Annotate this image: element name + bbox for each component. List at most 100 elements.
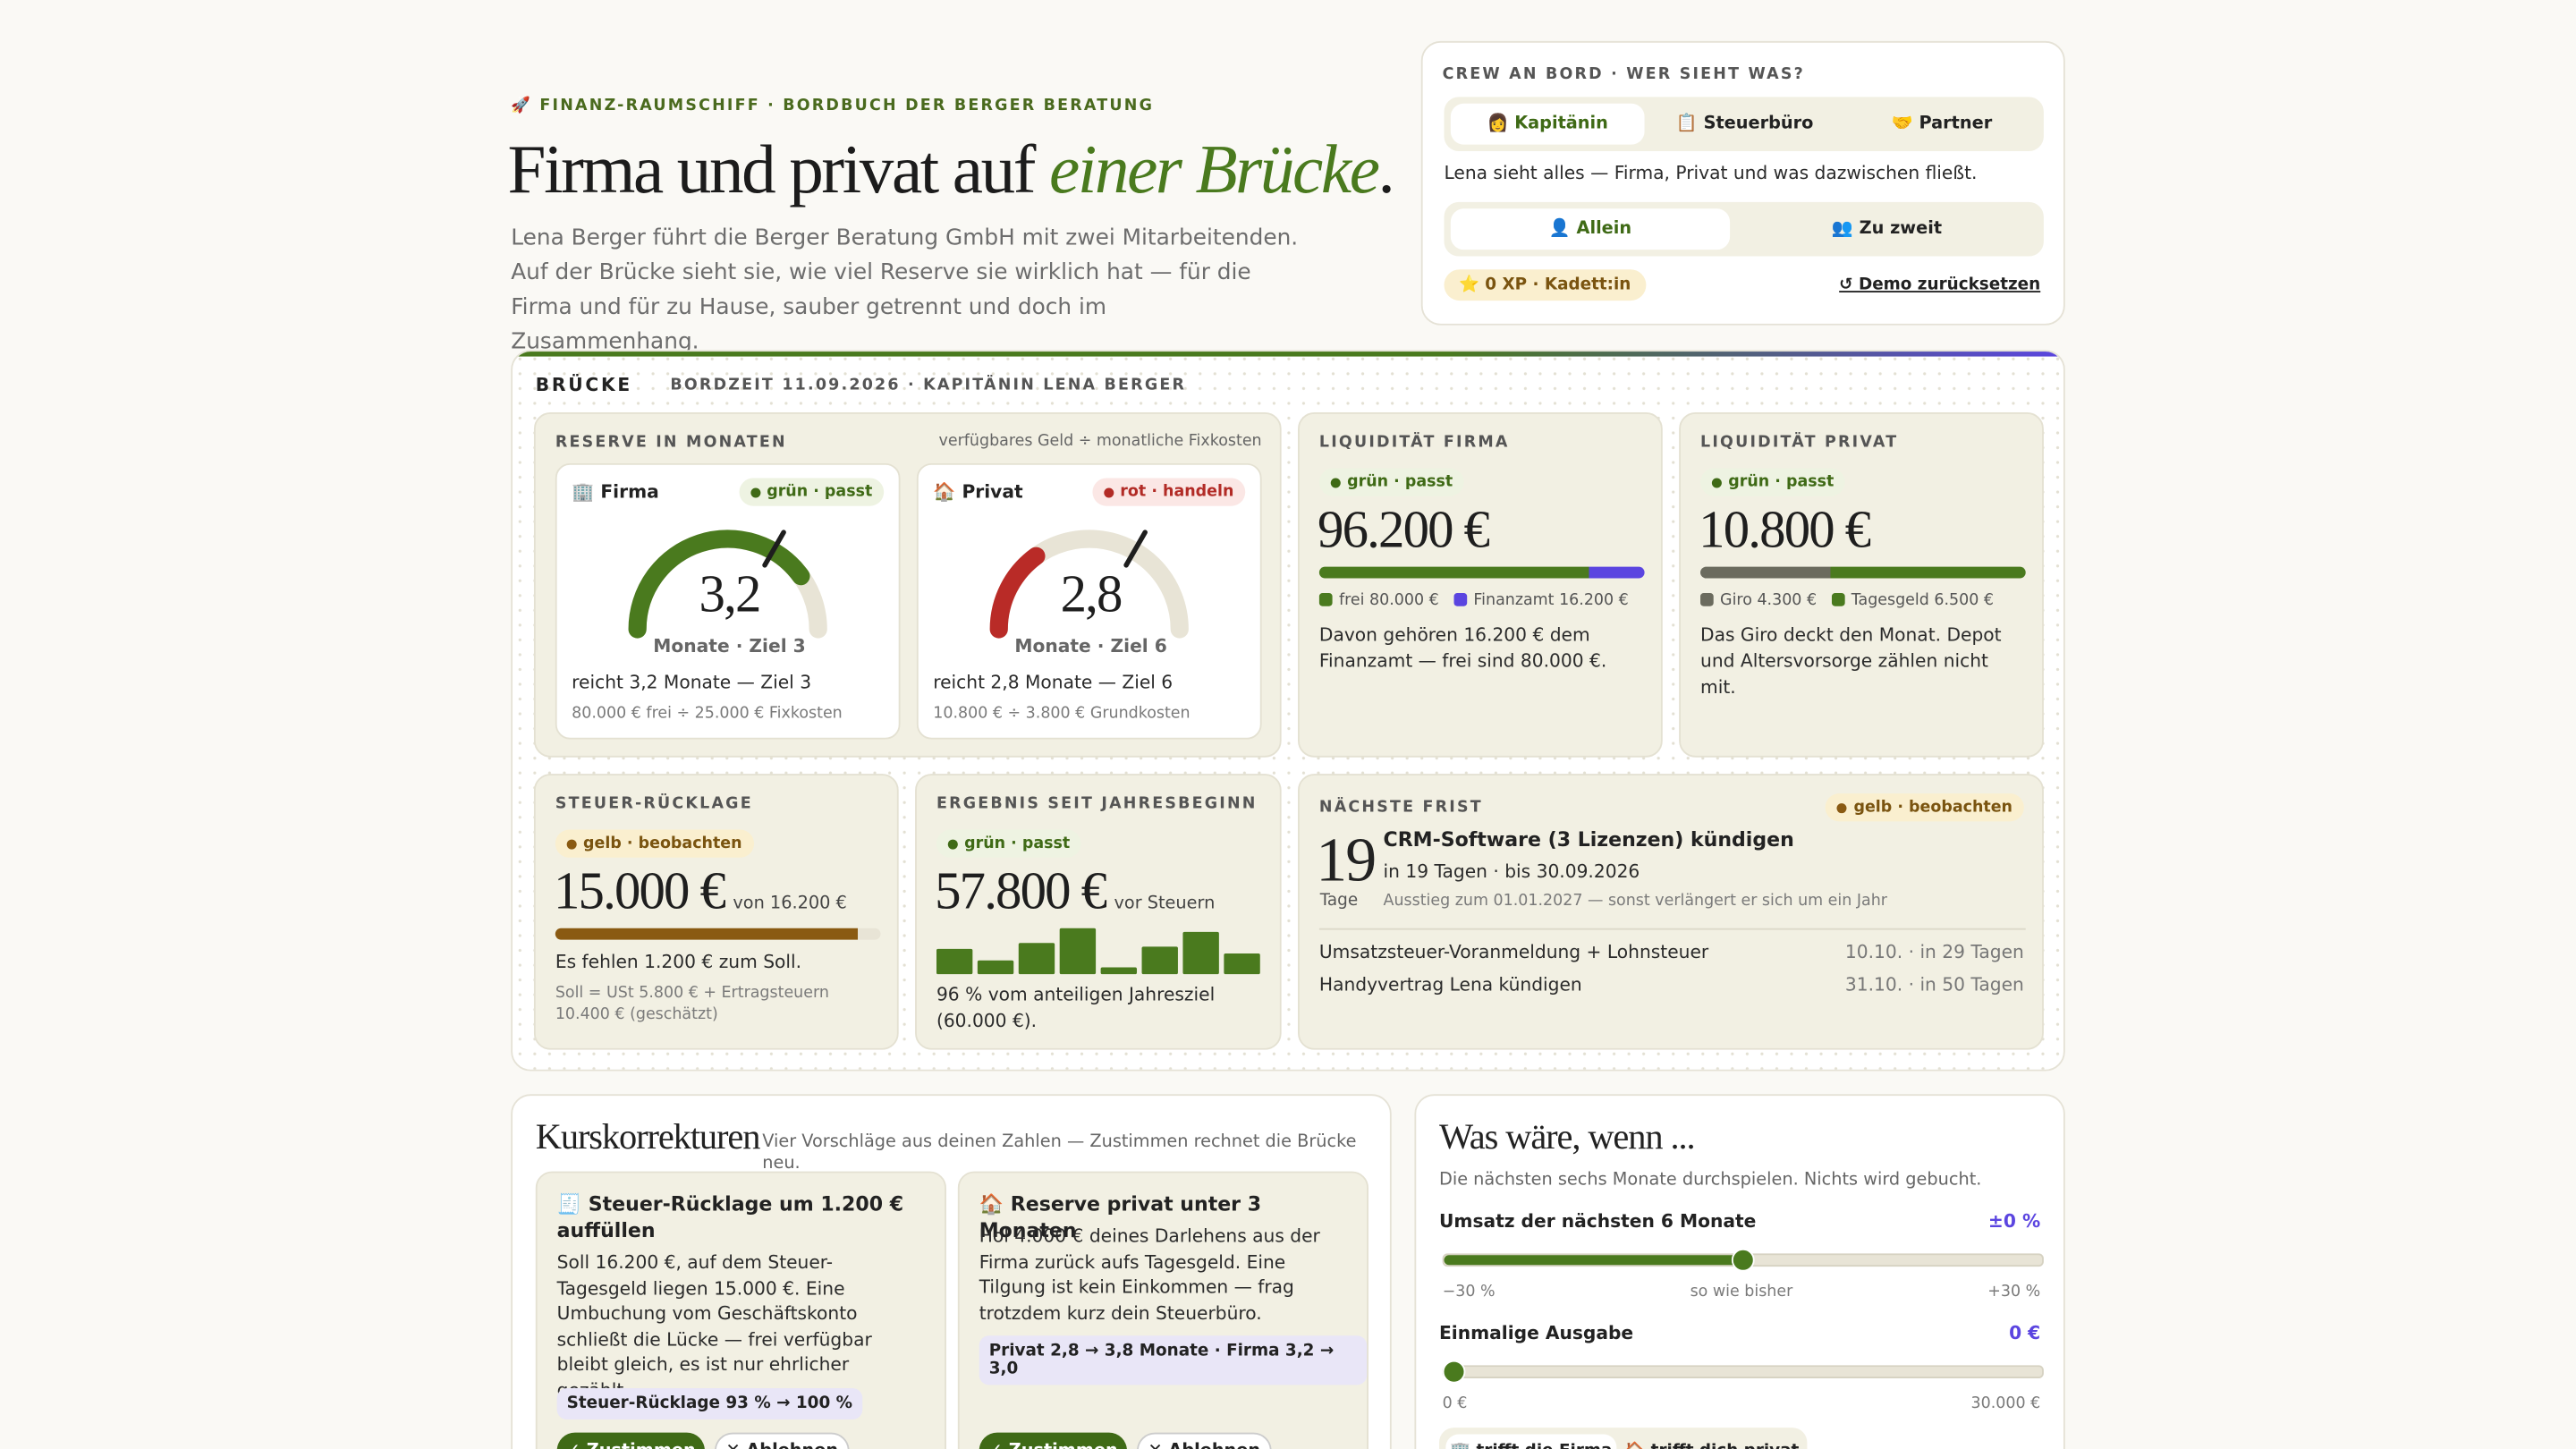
decline-button[interactable]: ✕ Ablehnen: [1137, 1432, 1272, 1449]
gauge-value: 3,2: [699, 564, 762, 623]
card-text: Es fehlen 1.200 € zum Soll.: [555, 951, 802, 973]
reset-link[interactable]: ↺ Demo zurücksetzen: [1839, 275, 2041, 294]
result-bar: [936, 948, 973, 975]
mode-toggle: 👤 Allein 👥 Zu zweit: [1444, 201, 2044, 257]
card-text: Das Giro deckt den Monat. Depot und Alte…: [1700, 623, 2002, 699]
deadline-when: in 19 Tagen · bis 30.09.2026: [1383, 860, 1640, 883]
result-bar: [977, 960, 1014, 975]
decline-button[interactable]: ✕ Ablehnen: [714, 1432, 850, 1449]
card-detail: Soll = USt 5.800 € + Ertragsteuern 10.40…: [555, 984, 829, 1024]
bridge-label: BRÜCKE: [535, 374, 632, 396]
card-note: verfügbares Geld ÷ monatliche Fixkosten: [938, 432, 1262, 451]
accept-button[interactable]: ✓ Zustimmen: [556, 1432, 705, 1449]
slider-max: +30 %: [1987, 1283, 2041, 1301]
legend-entry: Finanzamt 16.200 €: [1473, 591, 1629, 610]
gauge-sub: Monate · Ziel 6: [1014, 635, 1167, 657]
amount: 15.000 €: [553, 860, 726, 920]
legend-swatch: [1700, 593, 1714, 606]
amount-suffix: von 16.200 €: [733, 894, 847, 914]
amount-row: 15.000 € von 16.200 €: [554, 860, 847, 921]
slider-thumb[interactable]: [1731, 1248, 1755, 1272]
slider-thumb[interactable]: [1442, 1360, 1466, 1384]
target-option[interactable]: 🏢 trifft die Firma: [1445, 1434, 1617, 1449]
result-bar: [1100, 967, 1138, 975]
target-option[interactable]: 🏠 trifft dich privat: [1623, 1434, 1801, 1449]
status-pill: grün · passt: [936, 829, 1082, 858]
result-bars: [936, 928, 1260, 975]
gauge-line: reicht 3,2 Monate — Ziel 3: [572, 672, 812, 694]
accept-button[interactable]: ✓ Zustimmen: [979, 1432, 1128, 1449]
corrections-panel: Kurskorrekturen Vier Vorschläge aus dein…: [511, 1094, 1392, 1449]
liquidity-card: LIQUIDITÄT FIRMA grün · passt 96.200 € f…: [1298, 412, 1663, 758]
gauge: [989, 530, 1189, 639]
divider: [1318, 928, 2026, 930]
result-bar: [1141, 946, 1178, 975]
deadline-card: NÄCHSTE FRIST gelb · beobachten 19 Tage …: [1298, 774, 2044, 1050]
card-text: Davon gehören 16.200 € dem Finanzamt — f…: [1318, 623, 1607, 673]
gauge-value: 2,8: [1060, 564, 1123, 623]
deadline-item: Handyvertrag Lena kündigen: [1318, 974, 1582, 996]
legend-swatch: [1831, 593, 1845, 606]
slider-mid: so wie bisher: [1690, 1283, 1793, 1301]
target-toggle: 🏢 trifft die Firma 🏠 trifft dich privat: [1438, 1428, 1808, 1449]
reserve-gauge-card: 🏠 Privat rot · handeln 2,8 Monate · Ziel…: [916, 462, 1262, 740]
slider-label: Einmalige Ausgabe: [1438, 1322, 1634, 1344]
liquidity-card: LIQUIDITÄT PRIVAT grün · passt 10.800 € …: [1679, 412, 2044, 758]
section-subtitle: Vier Vorschläge aus deinen Zahlen — Zust…: [762, 1131, 1357, 1174]
deadline-note: Ausstieg zum 01.01.2027 — sonst verlänge…: [1383, 892, 1887, 911]
suggestion-card: 🏠 Reserve privat unter 3 Monaten Hol 4.0…: [957, 1171, 1369, 1449]
status-pill: grün · passt: [1700, 468, 1846, 496]
reserve-card: RESERVE IN MONATEN verfügbares Geld ÷ mo…: [533, 412, 1282, 758]
mode-option[interactable]: 👥 Zu zweit: [1831, 218, 1943, 239]
legend-entry: frei 80.000 €: [1338, 591, 1439, 610]
effect-chip: Privat 2,8 → 3,8 Monate · Firma 3,2 → 3,…: [979, 1335, 1368, 1385]
card-text: 96 % vom anteiligen Jahresziel (60.000 €…: [936, 984, 1216, 1032]
crew-label: CREW AN BORD · WER SIEHT WAS?: [1442, 65, 1805, 84]
split-bar: [1318, 566, 1645, 579]
legend-entry: Giro 4.300 €: [1720, 591, 1818, 610]
progress-bar: [555, 928, 881, 940]
card-title: STEUER-RÜCKLAGE: [555, 794, 753, 814]
slider-track[interactable]: [1442, 1248, 2044, 1272]
title-end: .: [1377, 132, 1395, 209]
legend: frei 80.000 € Finanzamt 16.200 €: [1318, 589, 1629, 611]
slider-max: 30.000 €: [1970, 1394, 2041, 1413]
role-tab[interactable]: 🤝 Partner: [1891, 113, 1993, 133]
suggestion-title: 🧾 Steuer-Rücklage um 1.200 € auffüllen: [556, 1192, 904, 1242]
days-count: 19: [1316, 826, 1377, 896]
gauge-detail: 80.000 € frei ÷ 25.000 € Fixkosten: [572, 704, 843, 724]
gauge-name: 🏢 Firma: [572, 481, 659, 504]
amount-row: 57.800 € vor Steuern: [935, 860, 1215, 921]
status-pill: gelb · beobachten: [1826, 793, 2024, 822]
mode-option[interactable]: 👤 Allein: [1450, 208, 1731, 250]
slider-track[interactable]: [1442, 1360, 2044, 1384]
role-tabs: 👩 Kapitänin 📋 Steuerbüro 🤝 Partner: [1444, 97, 2044, 151]
amount: 10.800 €: [1699, 499, 1871, 559]
slider-value: ±0 %: [1987, 1210, 2041, 1233]
legend: Giro 4.300 € Tagesgeld 6.500 €: [1700, 589, 1994, 611]
title-emphasis: einer Brücke: [1048, 132, 1380, 209]
section-title: Kurskorrekturen: [535, 1115, 761, 1157]
legend-swatch: [1453, 593, 1468, 606]
status-pill: gelb · beobachten: [555, 829, 754, 858]
result-bar: [1018, 943, 1055, 975]
gauge: [628, 530, 827, 639]
result-bar: [1224, 953, 1260, 975]
role-tab[interactable]: 📋 Steuerbüro: [1675, 113, 1814, 133]
deadline-name: CRM-Software (3 Lizenzen) kündigen: [1383, 827, 1794, 852]
suggestion-text: Hol 4.000 € deines Darlehens aus der Fir…: [979, 1225, 1320, 1324]
card-title: LIQUIDITÄT PRIVAT: [1700, 433, 1899, 453]
effect-chip: Steuer-Rücklage 93 % → 100 %: [556, 1388, 863, 1419]
gauge-fill: [628, 530, 810, 639]
gauge-detail: 10.800 € ÷ 3.800 € Grundkosten: [933, 704, 1191, 724]
days-label: Tage: [1319, 892, 1359, 911]
whatif-panel: Was wäre, wenn ... Die nächsten sechs Mo…: [1414, 1094, 2065, 1449]
slider-min: −30 %: [1442, 1283, 1496, 1301]
tax-card: STEUER-RÜCKLAGE gelb · beobachten 15.000…: [533, 774, 899, 1050]
status-pill: grün · passt: [738, 478, 885, 506]
slider-value: 0 €: [2009, 1322, 2041, 1344]
role-tab[interactable]: 👩 Kapitänin: [1450, 103, 1645, 145]
